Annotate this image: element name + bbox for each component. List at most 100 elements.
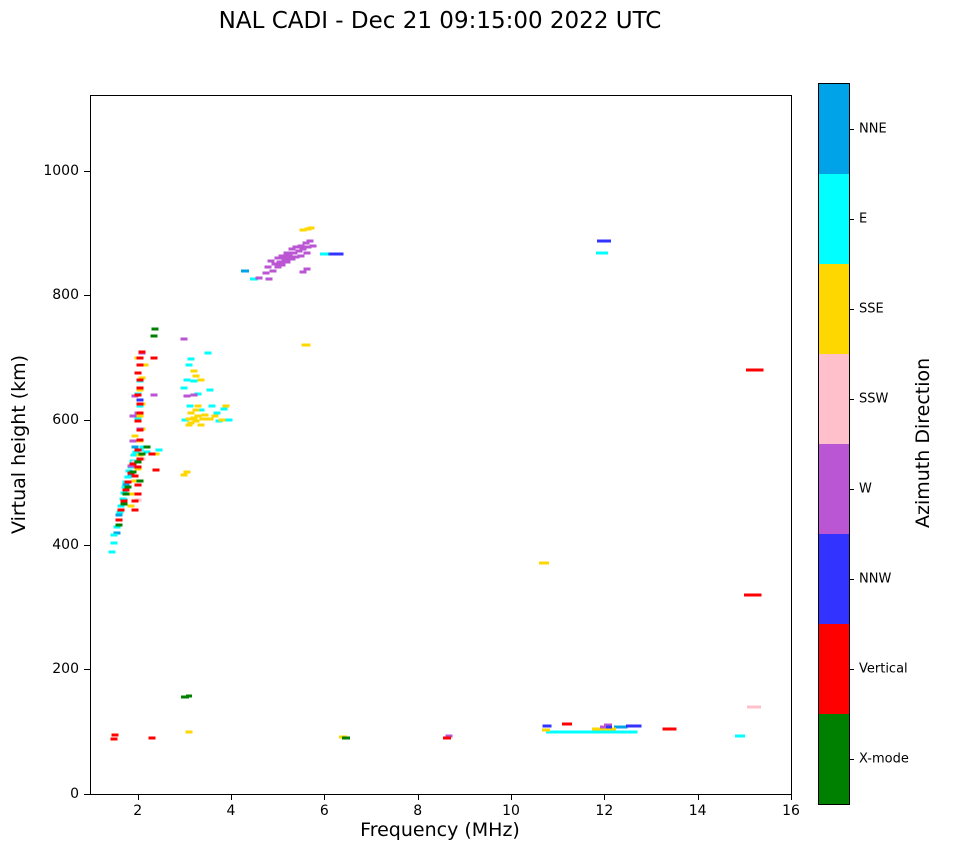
colorbar-tick (849, 399, 854, 400)
data-point-W (269, 269, 277, 272)
data-point-E (183, 378, 191, 382)
y-tick (84, 170, 90, 172)
data-point-W (306, 239, 314, 243)
data-point-X-mode (122, 492, 130, 496)
data-point-E (204, 351, 212, 355)
data-point-Vertical (110, 737, 118, 741)
data-point-Vertical (745, 368, 762, 372)
data-point-W (292, 255, 300, 259)
data-point-W (281, 257, 289, 261)
colorbar-tick-label: SSW (859, 391, 889, 407)
x-tick (324, 794, 326, 800)
data-point-W (278, 263, 286, 267)
data-point-X-mode (150, 334, 158, 338)
data-point-W (283, 251, 291, 255)
data-point-Vertical (134, 483, 142, 487)
data-point-W (190, 393, 198, 397)
colorbar: NNE E SSE SSW W NNW Vertical X-mode (818, 83, 909, 805)
colorbar-segment-SSE (819, 264, 849, 354)
data-point-SSE (190, 416, 198, 420)
colorbar-segment-NNW (819, 534, 849, 624)
data-point-W (264, 265, 272, 269)
y-tick (84, 544, 90, 546)
data-point-W (303, 267, 311, 271)
data-point-W (299, 247, 307, 251)
data-point-SSE (190, 369, 198, 373)
data-point-Vertical (744, 593, 759, 597)
data-point-Vertical (445, 736, 452, 740)
x-tick-label: 8 (413, 803, 423, 819)
data-point-SSE (197, 423, 205, 427)
data-point-X-mode (136, 479, 144, 483)
data-point-SSE (206, 417, 214, 421)
data-point-E (180, 386, 188, 390)
data-point-SSE (187, 421, 195, 425)
data-point-W (265, 277, 273, 281)
data-point-SSE (136, 388, 144, 392)
colorbar-tick-label: X-mode (859, 751, 909, 767)
data-point-W (285, 254, 293, 258)
data-point-E (116, 510, 124, 514)
data-point-SSE (194, 414, 202, 418)
x-tick (697, 794, 699, 800)
data-point-Vertical (129, 462, 137, 466)
data-point-SSE (218, 418, 226, 422)
data-point-SSE (542, 728, 550, 732)
colorbar-tick (849, 579, 854, 580)
data-point-E (136, 404, 144, 408)
data-point-Vertical (756, 368, 764, 372)
data-point-SSE (138, 376, 146, 380)
data-point-NNE (241, 269, 249, 272)
data-point-W (304, 245, 312, 249)
x-axis-label: Frequency (MHz) (360, 819, 520, 841)
data-point-E (208, 404, 216, 408)
data-point-W (274, 265, 282, 269)
data-point-NNE (614, 725, 623, 729)
data-point-SSE (599, 727, 610, 731)
data-point-SSE (127, 504, 135, 508)
data-point-SSE (185, 423, 193, 427)
data-point-E (628, 730, 638, 734)
colorbar-label: Azimuth Direction (912, 357, 934, 529)
data-point-W (262, 271, 270, 275)
data-point-E (139, 445, 147, 449)
data-point-W (290, 251, 298, 255)
data-point-Vertical (152, 468, 160, 472)
data-point-Vertical (136, 428, 144, 432)
data-point-W (288, 247, 296, 251)
data-point-W (297, 254, 305, 258)
data-point-W (183, 394, 191, 398)
y-tick-label: 0 (70, 786, 79, 802)
data-point-E (124, 475, 132, 479)
data-point-E (213, 411, 221, 415)
data-point-Vertical (120, 499, 128, 503)
data-point-X-mode (186, 694, 192, 698)
chart-title: NAL CADI - Dec 21 09:15:00 2022 UTC (218, 8, 662, 34)
data-point-X-mode (181, 695, 190, 699)
data-point-E (601, 730, 612, 734)
data-point-SSE (185, 730, 193, 734)
data-point-SSE (187, 411, 195, 415)
y-axis-label: Virtual height (km) (8, 354, 30, 534)
data-point-E (186, 404, 194, 408)
data-point-E (734, 734, 745, 738)
y-tick-label: 400 (52, 536, 79, 553)
data-point-SSW (746, 705, 761, 709)
data-point-Vertical (667, 727, 677, 731)
data-point-SSE (197, 378, 205, 382)
data-point-E (108, 550, 116, 554)
y-tick-label: 800 (52, 287, 79, 304)
x-tick-label: 16 (782, 803, 800, 819)
data-point-Vertical (148, 736, 156, 740)
data-point-Vertical (562, 722, 572, 726)
data-point-X-mode (134, 460, 142, 464)
colorbar-tick (849, 309, 854, 310)
data-point-SSE (538, 561, 549, 565)
data-point-SSE (222, 404, 230, 408)
data-point-SSE (131, 434, 139, 438)
x-tick-label: 10 (502, 803, 520, 819)
data-point-Vertical (111, 733, 119, 737)
data-point-Vertical (134, 419, 142, 423)
data-point-E (132, 450, 140, 454)
